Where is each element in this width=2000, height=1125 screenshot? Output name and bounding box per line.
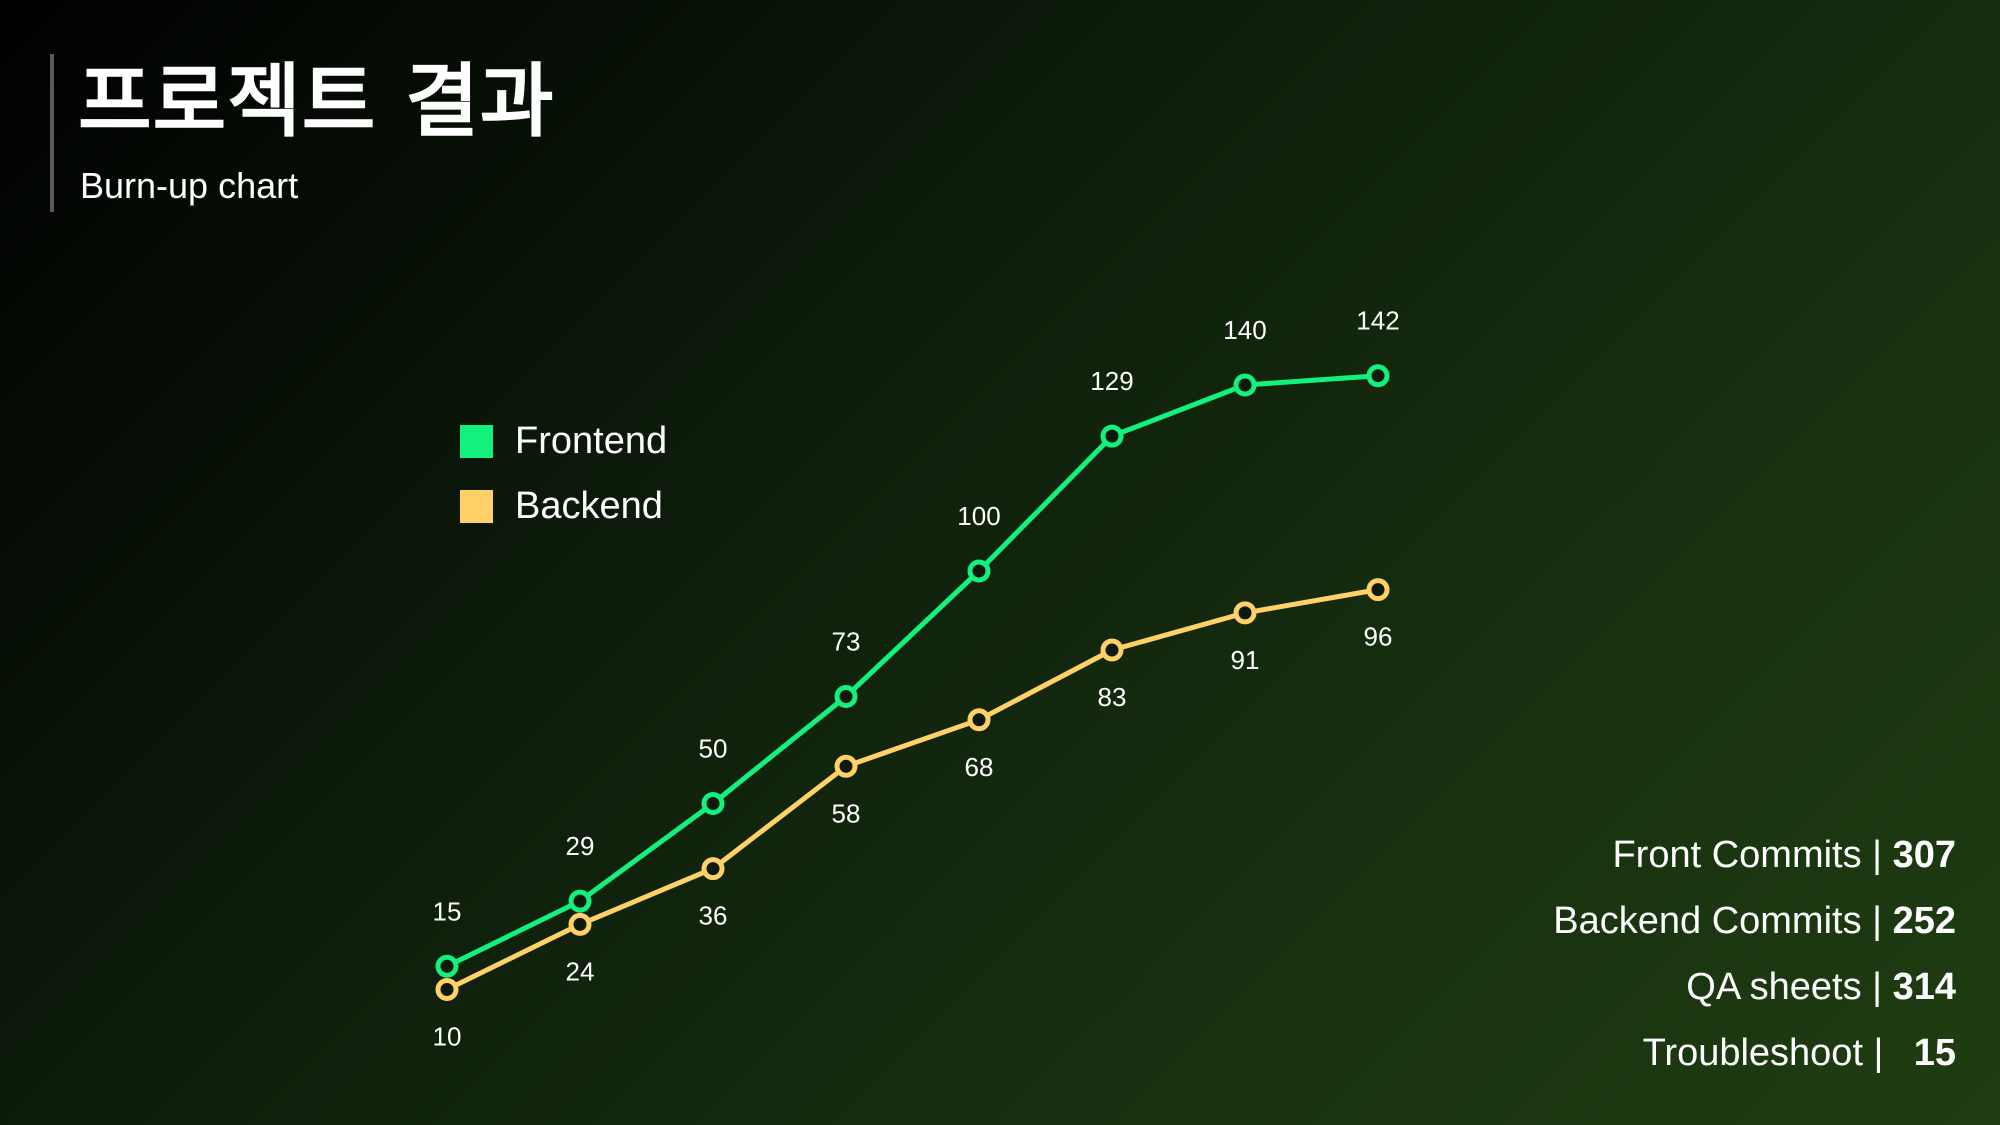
data-point-frontend xyxy=(435,954,459,978)
stat-front-commits: Front Commits | 307 xyxy=(1396,822,1956,888)
stat-value: 307 xyxy=(1892,834,1956,876)
data-point-backend xyxy=(701,857,725,881)
stat-label: QA sheets | xyxy=(1686,966,1883,1008)
stat-label: Backend Commits | xyxy=(1553,900,1883,942)
data-point-backend xyxy=(1100,638,1124,662)
stat-label: Troubleshoot | xyxy=(1642,1032,1884,1074)
data-label-frontend: 73 xyxy=(832,627,861,657)
data-point-backend xyxy=(435,978,459,1001)
series-line-frontend xyxy=(444,373,1381,969)
data-label-frontend: 142 xyxy=(1356,306,1399,336)
data-label-frontend: 129 xyxy=(1090,366,1133,396)
data-point-backend xyxy=(568,912,592,936)
legend-swatch-backend xyxy=(460,490,493,523)
data-point-frontend xyxy=(834,685,858,709)
data-label-backend: 36 xyxy=(699,901,728,931)
data-point-backend xyxy=(1233,601,1257,625)
data-label-backend: 91 xyxy=(1231,645,1260,675)
page-subtitle: Burn-up chart xyxy=(80,165,299,206)
data-point-frontend xyxy=(701,792,725,815)
stat-value: 314 xyxy=(1892,966,1956,1008)
legend-label-backend: Backend xyxy=(515,485,663,527)
data-point-frontend xyxy=(1100,424,1124,448)
data-label-frontend: 140 xyxy=(1223,315,1266,345)
data-label-backend: 68 xyxy=(965,752,994,782)
title-accent-bar xyxy=(50,54,54,212)
data-label-backend: 83 xyxy=(1098,682,1127,712)
data-point-frontend xyxy=(967,559,991,583)
stat-backend-commits: Backend Commits | 252 xyxy=(1396,888,1956,954)
data-label-backend: 10 xyxy=(433,1022,462,1052)
series-frontend: 15 29 50 73 100 129 140 142 xyxy=(433,306,1400,978)
legend-swatch-frontend xyxy=(460,425,493,458)
stat-qa-sheets: QA sheets | 314 xyxy=(1396,954,1956,1020)
stat-value: 15 xyxy=(1913,1032,1956,1074)
stat-value: 252 xyxy=(1892,900,1956,942)
data-point-frontend xyxy=(568,889,592,913)
data-label-backend: 58 xyxy=(832,798,861,828)
data-label-backend: 24 xyxy=(566,956,595,986)
data-point-backend xyxy=(834,754,858,778)
data-label-frontend: 15 xyxy=(433,896,462,926)
data-label-frontend: 29 xyxy=(566,831,595,861)
data-point-frontend xyxy=(1366,364,1390,388)
data-label-frontend: 100 xyxy=(957,501,1000,531)
series-backend: 10 24 36 58 68 83 91 96 xyxy=(433,578,1393,1052)
data-point-backend xyxy=(1366,578,1390,602)
series-line-backend xyxy=(444,587,1381,992)
chart-legend: Frontend Backend xyxy=(460,420,667,527)
page-title: 프로젝트 결과 xyxy=(78,55,555,148)
data-point-backend xyxy=(967,708,991,732)
chart-series: 15 29 50 73 100 129 140 142 10 24 36 58 68 83 91 96 xyxy=(433,306,1400,1052)
legend-label-frontend: Frontend xyxy=(515,420,667,462)
stat-label: Front Commits | xyxy=(1612,834,1883,876)
stat-troubleshoot: Troubleshoot | 15 xyxy=(1396,1020,1956,1086)
data-point-frontend xyxy=(1233,373,1257,397)
data-label-frontend: 50 xyxy=(699,734,728,764)
stats-summary: Front Commits | 307 Backend Commits | 25… xyxy=(1396,822,1956,1086)
data-label-backend: 96 xyxy=(1364,622,1393,652)
